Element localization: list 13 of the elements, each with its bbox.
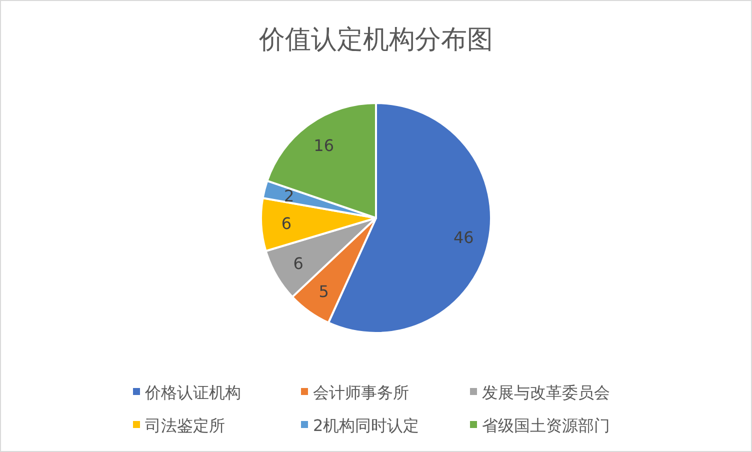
legend-label: 省级国土资源部门 (482, 416, 610, 435)
legend-label: 2机构同时认定 (313, 416, 420, 435)
data-label: 46 (453, 228, 474, 247)
legend-label: 价格认证机构 (144, 383, 241, 402)
legend-label: 发展与改革委员会 (482, 383, 610, 402)
data-label: 5 (318, 282, 329, 301)
data-label: 2 (284, 186, 294, 206)
data-label: 6 (293, 254, 304, 273)
data-label: 6 (281, 214, 292, 234)
legend-label: 会计师事务所 (313, 383, 409, 402)
chart-title: 价值认定机构分布图 (258, 25, 493, 55)
legend-label: 司法鉴定所 (145, 416, 225, 435)
data-label: 16 (314, 136, 334, 156)
